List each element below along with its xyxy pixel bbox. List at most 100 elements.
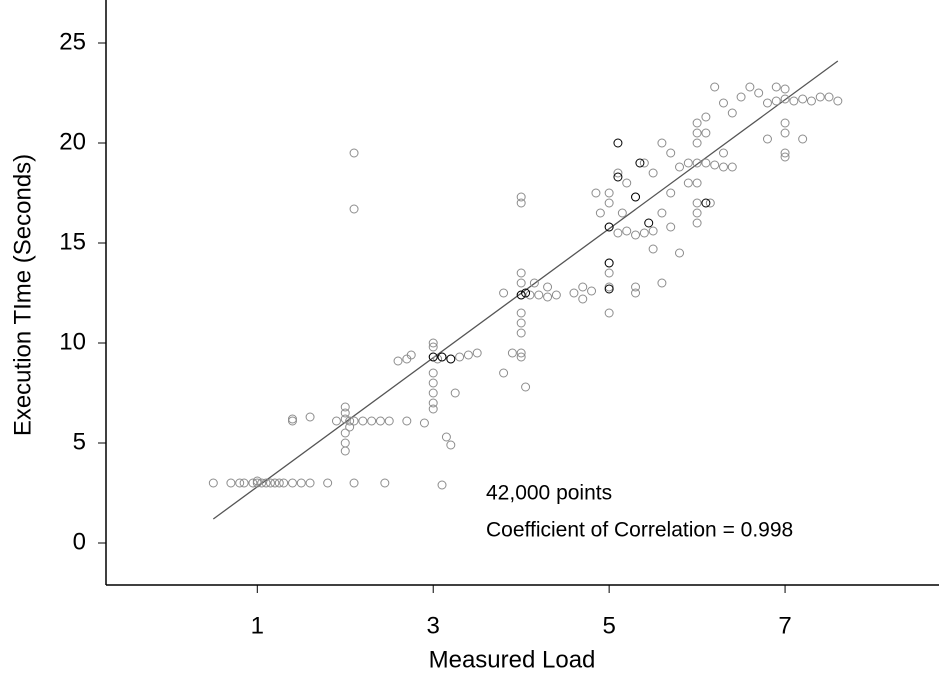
point [516, 308, 526, 318]
point [340, 428, 350, 438]
point [433, 354, 443, 364]
x-tick-label: 7 [778, 612, 791, 639]
point [516, 192, 526, 202]
point [248, 478, 258, 488]
point [323, 478, 333, 488]
y-tick-label: 0 [73, 528, 86, 555]
point [349, 148, 359, 158]
point [648, 168, 658, 178]
point [631, 288, 641, 298]
point [428, 404, 438, 414]
point [622, 226, 632, 236]
point [675, 162, 685, 172]
point [617, 208, 627, 218]
point [631, 282, 641, 292]
point [666, 188, 676, 198]
point [595, 208, 605, 218]
point [450, 388, 460, 398]
point [208, 478, 218, 488]
y-tick-label: 15 [59, 228, 86, 255]
point [683, 158, 693, 168]
point [551, 290, 561, 300]
point [718, 148, 728, 158]
point [367, 416, 377, 426]
annotation: 42,000 points [486, 482, 612, 505]
point [305, 412, 315, 422]
point [701, 198, 711, 208]
point [701, 158, 711, 168]
point [683, 178, 693, 188]
point [441, 432, 451, 442]
point [516, 328, 526, 338]
point [780, 84, 790, 94]
point [239, 478, 249, 488]
point [529, 278, 539, 288]
point [446, 354, 456, 364]
point [762, 134, 772, 144]
point [428, 388, 438, 398]
point [613, 228, 623, 238]
point [419, 418, 429, 428]
point [402, 416, 412, 426]
point [762, 98, 772, 108]
point [780, 152, 790, 162]
point [701, 128, 711, 138]
point [499, 288, 509, 298]
point [692, 218, 702, 228]
point [675, 248, 685, 258]
point [622, 178, 632, 188]
point [349, 478, 359, 488]
point [692, 118, 702, 128]
y-axis-label: Execution TIme (Seconds) [9, 154, 36, 436]
point [604, 308, 614, 318]
point [446, 440, 456, 450]
point [345, 422, 355, 432]
point [428, 398, 438, 408]
point [437, 352, 447, 362]
point [279, 478, 289, 488]
point [780, 94, 790, 104]
point [384, 416, 394, 426]
x-axis-label: Measured Load [429, 646, 596, 673]
point [833, 96, 843, 106]
annotation: Coefficient of Correlation = 0.998 [486, 519, 793, 542]
point [639, 228, 649, 238]
point [516, 318, 526, 328]
point [710, 82, 720, 92]
point [727, 108, 737, 118]
y-tick-label: 20 [59, 128, 86, 155]
point [345, 416, 355, 426]
point [543, 282, 553, 292]
point [578, 282, 588, 292]
point [771, 96, 781, 106]
point [657, 138, 667, 148]
point [463, 350, 473, 360]
point [591, 188, 601, 198]
point [692, 128, 702, 138]
point [604, 282, 614, 292]
point [789, 96, 799, 106]
point [798, 94, 808, 104]
point [718, 162, 728, 172]
point [340, 414, 350, 424]
point [745, 82, 755, 92]
point [516, 348, 526, 358]
point [631, 192, 641, 202]
point [736, 92, 746, 102]
point [226, 478, 236, 488]
x-tick-label: 1 [251, 612, 264, 639]
point [710, 160, 720, 170]
point [648, 244, 658, 254]
point [287, 478, 297, 488]
point [771, 82, 781, 92]
point [657, 278, 667, 288]
point [516, 352, 526, 362]
point [635, 158, 645, 168]
x-tick-label: 3 [427, 612, 440, 639]
y-tick-label: 5 [73, 428, 86, 455]
point [252, 476, 262, 486]
point [265, 478, 275, 488]
point [604, 222, 614, 232]
point [824, 92, 834, 102]
fit-line [212, 60, 839, 520]
